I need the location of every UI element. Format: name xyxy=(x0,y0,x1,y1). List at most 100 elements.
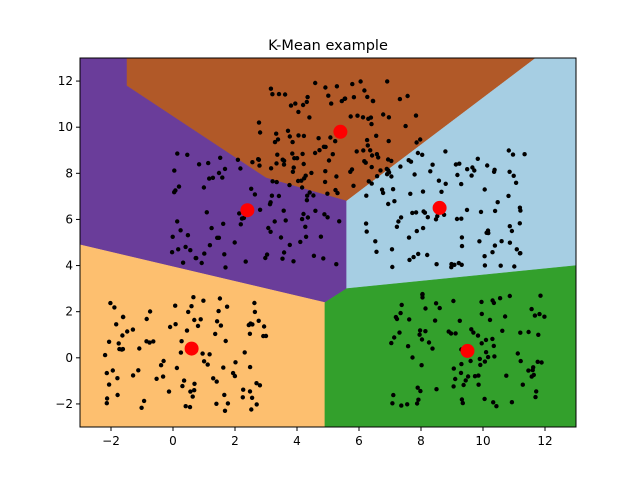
data-point xyxy=(120,314,126,320)
data-point xyxy=(517,205,523,210)
data-point xyxy=(394,316,400,322)
data-point xyxy=(192,388,197,393)
data-point xyxy=(281,208,286,213)
data-point xyxy=(361,148,366,153)
data-point xyxy=(173,322,178,327)
data-point xyxy=(309,170,314,176)
data-point xyxy=(406,235,412,240)
data-point xyxy=(222,408,228,413)
data-point xyxy=(176,184,182,189)
data-point xyxy=(144,316,149,322)
data-point xyxy=(385,157,391,162)
data-point xyxy=(482,254,487,259)
data-point xyxy=(482,359,488,364)
data-point xyxy=(483,337,489,343)
data-point xyxy=(386,138,391,144)
x-tick-label: 8 xyxy=(417,434,425,448)
data-point xyxy=(542,314,547,319)
data-point xyxy=(299,178,304,183)
data-point xyxy=(272,139,278,145)
data-point xyxy=(434,262,439,267)
data-point xyxy=(188,248,193,253)
data-point xyxy=(329,101,334,106)
data-point xyxy=(416,397,421,402)
data-point xyxy=(451,384,456,389)
data-point xyxy=(531,365,536,370)
data-point xyxy=(403,123,408,129)
data-point xyxy=(285,128,291,133)
data-point xyxy=(492,208,498,214)
data-point xyxy=(475,333,481,338)
data-point xyxy=(268,86,274,91)
data-point xyxy=(188,389,193,394)
data-point xyxy=(389,174,394,179)
cluster-center-3 xyxy=(184,341,199,356)
data-point xyxy=(510,152,516,157)
data-point xyxy=(443,149,448,154)
data-point xyxy=(218,323,224,328)
x-tick-label: 4 xyxy=(293,434,301,448)
data-point xyxy=(207,176,212,181)
data-point xyxy=(302,176,307,181)
data-point xyxy=(323,169,328,174)
y-tick-label: 2 xyxy=(65,305,73,319)
x-tick-label: 2 xyxy=(231,434,239,448)
data-point xyxy=(214,319,220,324)
data-point xyxy=(453,376,458,382)
data-point xyxy=(305,215,311,220)
data-point xyxy=(301,211,306,217)
data-point xyxy=(471,330,476,335)
data-point xyxy=(104,370,110,376)
data-point xyxy=(363,221,369,226)
decision-regions xyxy=(79,57,577,428)
data-point xyxy=(482,187,487,192)
data-point xyxy=(452,262,457,267)
data-point xyxy=(373,239,378,244)
data-point xyxy=(192,317,197,323)
data-point xyxy=(278,235,284,240)
data-point xyxy=(408,159,414,164)
data-point xyxy=(330,152,335,157)
data-point xyxy=(301,161,306,167)
data-point xyxy=(249,395,255,400)
data-point xyxy=(453,162,459,167)
data-point xyxy=(423,329,428,334)
data-point xyxy=(116,341,121,346)
data-point xyxy=(529,306,534,312)
data-point xyxy=(482,396,487,402)
data-point xyxy=(249,407,254,412)
data-point xyxy=(183,404,188,409)
data-point xyxy=(195,323,201,329)
data-point xyxy=(296,109,301,115)
data-point xyxy=(161,358,166,364)
data-point xyxy=(246,322,251,328)
data-point xyxy=(173,303,178,308)
data-point xyxy=(201,185,207,190)
data-point xyxy=(222,166,228,172)
data-point xyxy=(492,354,497,359)
y-tick-label: 10 xyxy=(58,120,73,134)
data-point xyxy=(175,219,180,224)
data-point xyxy=(287,182,292,188)
data-point xyxy=(175,151,180,156)
data-point xyxy=(190,394,195,399)
data-point xyxy=(256,157,262,162)
data-point xyxy=(201,359,207,364)
data-point xyxy=(369,164,374,170)
data-point xyxy=(415,150,421,156)
data-point xyxy=(114,322,119,327)
data-point xyxy=(362,88,367,93)
data-point xyxy=(282,92,288,97)
data-point xyxy=(200,351,205,356)
data-point xyxy=(202,251,207,256)
data-point xyxy=(223,265,228,270)
data-point xyxy=(295,178,301,184)
data-point xyxy=(342,96,348,101)
data-point xyxy=(241,387,246,392)
data-point xyxy=(381,112,386,117)
data-point xyxy=(281,250,287,255)
data-point xyxy=(217,296,223,301)
cluster-center-2 xyxy=(432,200,447,215)
y-axis: −2 0 2 4 6 8 10 12 xyxy=(55,74,80,411)
